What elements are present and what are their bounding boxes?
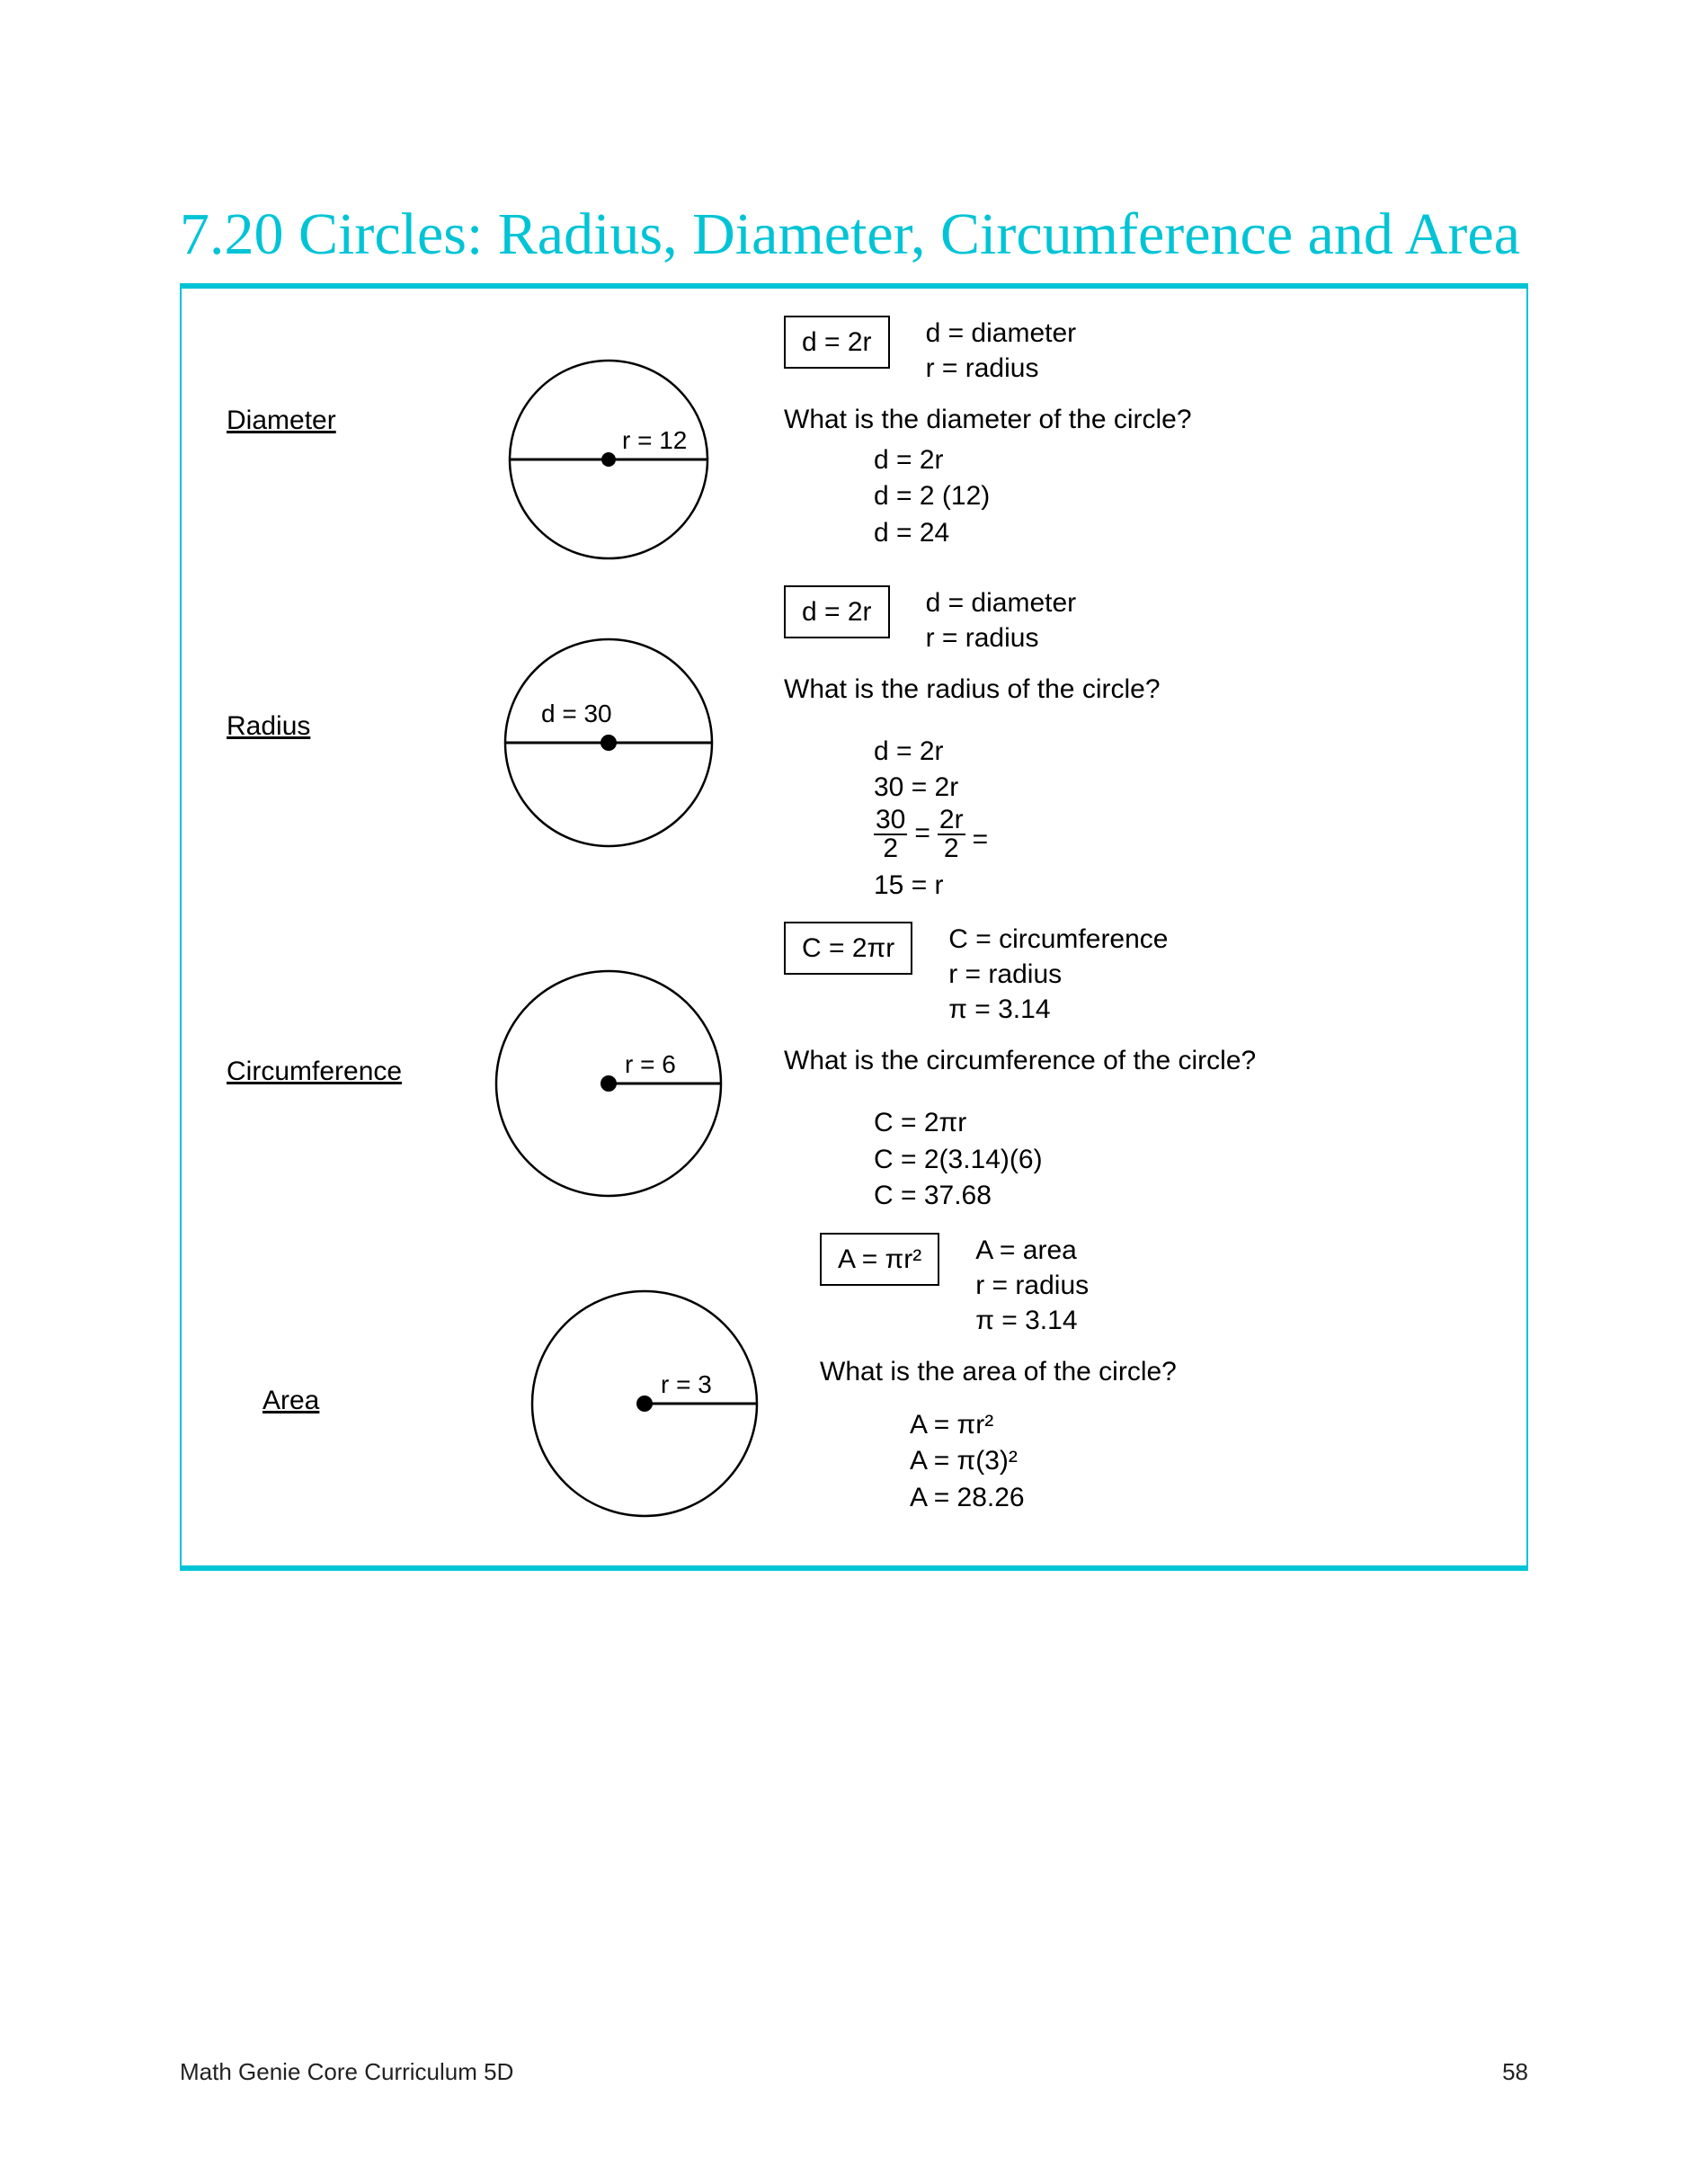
section-radius: Radius d = 30 d = 2r d = diameter r = ra… <box>209 585 1499 905</box>
work: d = 2r 30 = 2r 30 2 = 2r 2 = <box>874 734 1499 905</box>
work-line: d = 2 (12) <box>874 478 1499 515</box>
formula-box: C = 2πr <box>784 922 912 975</box>
formula-box: d = 2r <box>784 316 890 369</box>
formula-box: d = 2r <box>784 585 890 638</box>
section-label: Area <box>209 1233 496 1416</box>
section-diameter: Diameter r = 12 d = 2r d = diameter r = … <box>209 316 1499 567</box>
question: What is the area of the circle? <box>820 1354 1499 1389</box>
diagram: r = 12 <box>460 316 757 567</box>
circle-diameter-diagram: r = 12 <box>483 334 734 567</box>
legend-line: d = diameter <box>926 588 1077 618</box>
legend-line: π = 3.14 <box>948 994 1050 1024</box>
legend-line: r = radius <box>926 353 1039 383</box>
legend-line: d = diameter <box>926 318 1077 348</box>
work-line: A = πr² <box>910 1407 1499 1444</box>
diagram-caption: d = 30 <box>541 700 612 727</box>
section-label: Circumference <box>209 922 460 1087</box>
diagram-caption: r = 3 <box>661 1370 712 1398</box>
section-area: Area r = 3 A = πr² A = area r = radius π… <box>209 1233 1499 1520</box>
work-line: d = 2r <box>874 734 1499 771</box>
section-text: A = πr² A = area r = radius π = 3.14 Wha… <box>793 1233 1499 1517</box>
section-text: C = 2πr C = circumference r = radius π =… <box>757 922 1499 1215</box>
diagram: d = 30 <box>460 585 757 855</box>
section-text: d = 2r d = diameter r = radius What is t… <box>757 316 1499 552</box>
formula-box: A = πr² <box>820 1233 939 1286</box>
diagram-caption: r = 12 <box>622 426 687 454</box>
circle-diameter-diagram: d = 30 <box>483 603 734 855</box>
work-line: A = π(3)² <box>910 1443 1499 1480</box>
work: A = πr² A = π(3)² A = 28.26 <box>910 1407 1499 1517</box>
diagram-caption: r = 6 <box>625 1050 676 1078</box>
section-label: Diameter <box>209 316 460 436</box>
footer-page-number: 58 <box>1502 2058 1528 2086</box>
question: What is the diameter of the circle? <box>784 402 1499 437</box>
page: 7.20 Circles: Radius, Diameter, Circumfe… <box>0 0 1708 2158</box>
work-line-fraction: 30 2 = 2r 2 = <box>874 807 1499 862</box>
diagram: r = 3 <box>496 1233 793 1520</box>
work: d = 2r d = 2 (12) d = 24 <box>874 442 1499 552</box>
footer-left: Math Genie Core Curriculum 5D <box>180 2058 513 2086</box>
section-label: Radius <box>209 585 460 742</box>
question: What is the circumference of the circle? <box>784 1043 1499 1078</box>
legend: d = diameter r = radius <box>926 316 1077 386</box>
legend-line: r = radius <box>975 1271 1089 1300</box>
legend-line: C = circumference <box>948 924 1168 954</box>
legend: d = diameter r = radius <box>926 585 1077 655</box>
section-text: d = 2r d = diameter r = radius What is t… <box>757 585 1499 905</box>
work: C = 2πr C = 2(3.14)(6) C = 37.68 <box>874 1105 1499 1215</box>
legend: A = area r = radius π = 3.14 <box>975 1233 1089 1338</box>
legend: C = circumference r = radius π = 3.14 <box>948 922 1168 1027</box>
legend-line: r = radius <box>926 623 1039 653</box>
content-box: Diameter r = 12 d = 2r d = diameter r = … <box>180 289 1528 1571</box>
circle-radius-diagram: r = 3 <box>510 1251 779 1520</box>
circle-radius-diagram: r = 6 <box>474 940 743 1209</box>
work-line: C = 2(3.14)(6) <box>874 1142 1499 1179</box>
fraction: 30 2 <box>874 807 907 862</box>
legend-line: r = radius <box>948 959 1062 989</box>
fraction: 2r 2 <box>938 807 965 862</box>
work-line: C = 2πr <box>874 1105 1499 1142</box>
question: What is the radius of the circle? <box>784 672 1499 707</box>
page-title: 7.20 Circles: Radius, Diameter, Circumfe… <box>180 198 1528 272</box>
work-line: A = 28.26 <box>910 1480 1499 1517</box>
diagram: r = 6 <box>460 922 757 1209</box>
work-line: 15 = r <box>874 868 1499 905</box>
work-line: C = 37.68 <box>874 1178 1499 1215</box>
section-circumference: Circumference r = 6 C = 2πr C = circumfe… <box>209 922 1499 1215</box>
legend-line: A = area <box>975 1235 1077 1265</box>
work-line: d = 2r <box>874 442 1499 479</box>
page-footer: Math Genie Core Curriculum 5D 58 <box>180 2058 1528 2086</box>
legend-line: π = 3.14 <box>975 1306 1077 1335</box>
work-line: 30 = 2r <box>874 770 1499 807</box>
work-line: d = 24 <box>874 515 1499 552</box>
